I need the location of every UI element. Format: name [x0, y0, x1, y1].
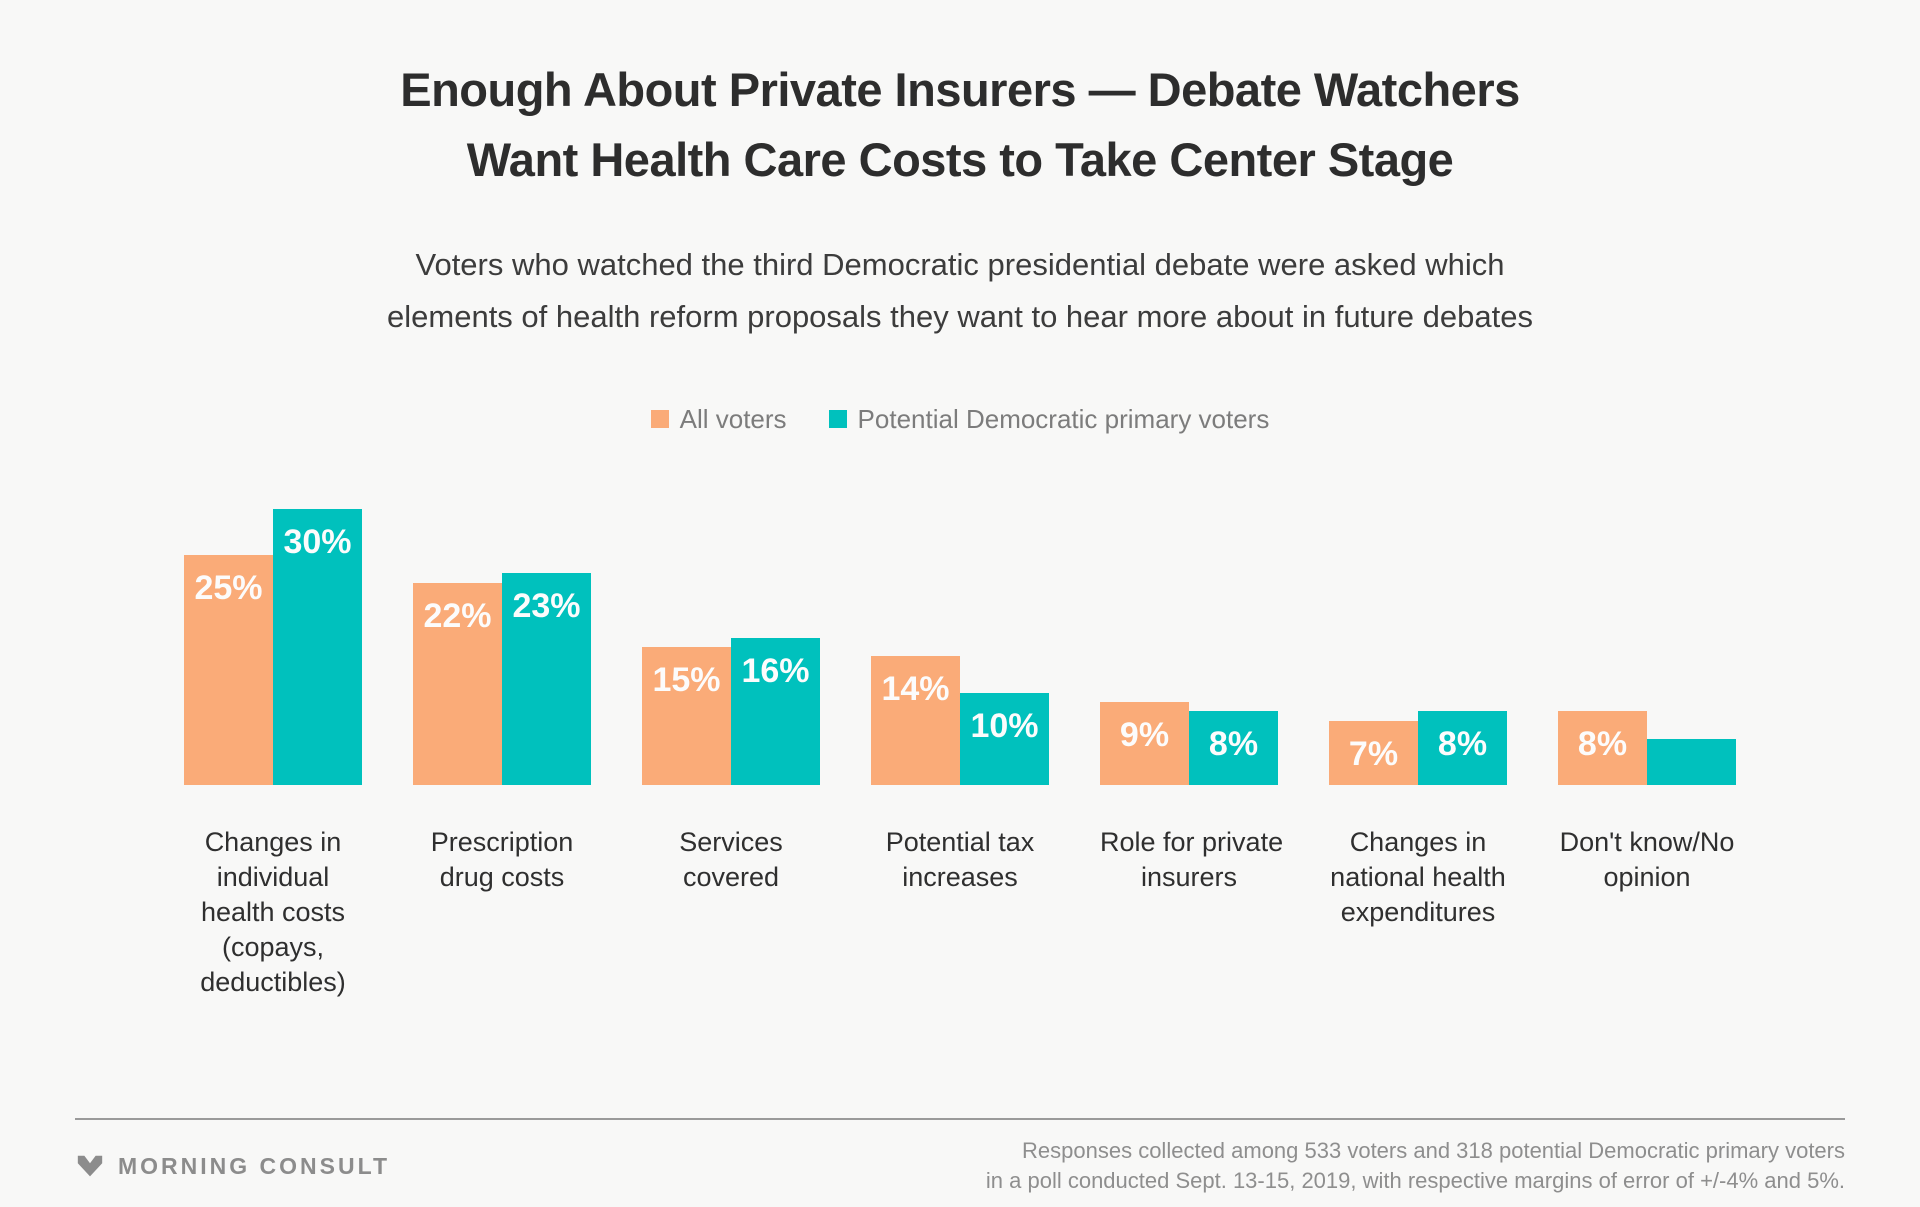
- bar-dem-voters: [1647, 739, 1736, 785]
- category-line: Role for private: [1100, 827, 1284, 857]
- bar-group-health-costs: 25% 30%: [184, 509, 362, 785]
- bar-dem-voters: 16%: [731, 638, 820, 785]
- legend-item-dem-voters: Potential Democratic primary voters: [828, 403, 1270, 435]
- bar-all-voters: 7%: [1329, 721, 1418, 785]
- bar-value-label: 9%: [1119, 716, 1170, 754]
- legend-item-all-voters: All voters: [650, 403, 787, 435]
- bar-dem-voters: 8%: [1189, 711, 1278, 785]
- page-subtitle: Voters who watched the third Democratic …: [0, 239, 1920, 343]
- bar-value-label: 15%: [652, 661, 721, 699]
- category-line: (copays,: [221, 932, 325, 962]
- bar-dem-voters: 23%: [502, 573, 591, 785]
- bar-group-services-covered: 15% 16%: [642, 638, 820, 785]
- category-line: individual: [216, 862, 330, 892]
- category-label-drug-costs: Prescription drug costs: [413, 825, 591, 1000]
- category-line: Changes in: [1349, 827, 1487, 857]
- category-label-national-expenditures: Changes in national health expenditures: [1329, 825, 1507, 1000]
- category-line: Changes in: [204, 827, 342, 857]
- morning-consult-logo-icon: [77, 1155, 103, 1177]
- bar-dem-voters: 10%: [960, 693, 1049, 785]
- legend-label: All voters: [679, 403, 787, 434]
- source-line-2: in a poll conducted Sept. 13-15, 2019, w…: [985, 1168, 1845, 1193]
- bar-value-label: 14%: [881, 670, 950, 708]
- morning-consult-brand: MORNING CONSULT: [75, 1151, 390, 1181]
- category-label-health-costs: Changes in individual health costs (copa…: [184, 825, 362, 1000]
- bar-value-label: 8%: [1208, 725, 1259, 763]
- source-note: Responses collected among 533 voters and…: [986, 1136, 1845, 1196]
- legend-label: Potential Democratic primary voters: [857, 403, 1270, 434]
- bar-value-label: 8%: [1437, 725, 1488, 763]
- category-line: Prescription: [430, 827, 574, 857]
- bar-all-voters: 9%: [1100, 702, 1189, 785]
- bar-group-tax-increases: 14% 10%: [871, 656, 1049, 785]
- bar-all-voters: 14%: [871, 656, 960, 785]
- category-line: Services: [679, 827, 783, 857]
- category-line: insurers: [1140, 862, 1238, 892]
- chart-legend: All voters Potential Democratic primary …: [0, 403, 1920, 435]
- bar-value-label: 23%: [512, 587, 581, 625]
- bar-group-drug-costs: 22% 23%: [413, 573, 591, 785]
- bar-all-voters: 25%: [184, 555, 273, 785]
- category-line: Potential tax: [885, 827, 1035, 857]
- category-label-dont-know: Don't know/No opinion: [1558, 825, 1736, 1000]
- bar-value-label: 22%: [423, 597, 492, 635]
- infographic: Enough About Private Insurers — Debate W…: [0, 55, 1920, 1207]
- subtitle-line-2: elements of health reform proposals they…: [387, 299, 1533, 334]
- bar-group-private-insurers: 9% 8%: [1100, 702, 1278, 785]
- page-title: Enough About Private Insurers — Debate W…: [0, 55, 1920, 195]
- bar-value-label: 30%: [283, 523, 352, 561]
- bar-all-voters: 22%: [413, 583, 502, 785]
- bar-value-label: 16%: [741, 652, 810, 690]
- bar-value-label: 8%: [1577, 725, 1628, 763]
- legend-swatch-teal: [828, 410, 847, 428]
- category-line: opinion: [1603, 862, 1691, 892]
- category-line: covered: [682, 862, 780, 892]
- bar-dem-voters: 30%: [273, 509, 362, 785]
- footer: MORNING CONSULT Responses collected amon…: [75, 1118, 1845, 1196]
- bar-chart: 25% 30% 22% 23% 15% 16% 14% 10% 9% 8% 7%…: [0, 509, 1920, 785]
- legend-swatch-orange: [650, 410, 669, 428]
- category-label-tax-increases: Potential tax increases: [871, 825, 1049, 1000]
- category-line: expenditures: [1340, 897, 1496, 927]
- category-label-services-covered: Services covered: [642, 825, 820, 1000]
- category-line: national health: [1330, 862, 1506, 892]
- subtitle-line-1: Voters who watched the third Democratic …: [415, 247, 1505, 282]
- bar-group-dont-know: 8%: [1558, 711, 1736, 785]
- bar-group-national-expenditures: 7% 8%: [1329, 711, 1507, 785]
- title-line-2: Want Health Care Costs to Take Center St…: [466, 133, 1454, 186]
- brand-name: MORNING CONSULT: [118, 1152, 391, 1179]
- bar-all-voters: 15%: [642, 647, 731, 785]
- bar-all-voters: 8%: [1558, 711, 1647, 785]
- bar-value-label: 10%: [970, 707, 1039, 745]
- source-line-1: Responses collected among 533 voters and…: [1022, 1138, 1845, 1163]
- category-axis: Changes in individual health costs (copa…: [0, 825, 1920, 1000]
- category-line: Don't know/No: [1559, 827, 1735, 857]
- title-line-1: Enough About Private Insurers — Debate W…: [400, 63, 1520, 116]
- bar-dem-voters: 8%: [1418, 711, 1507, 785]
- bar-value-label: 25%: [194, 569, 263, 607]
- category-line: health costs: [200, 897, 346, 927]
- category-line: deductibles): [200, 967, 346, 997]
- category-line: increases: [902, 862, 1018, 892]
- category-line: drug costs: [439, 862, 565, 892]
- bar-value-label: 7%: [1348, 735, 1399, 773]
- category-label-private-insurers: Role for private insurers: [1100, 825, 1284, 1000]
